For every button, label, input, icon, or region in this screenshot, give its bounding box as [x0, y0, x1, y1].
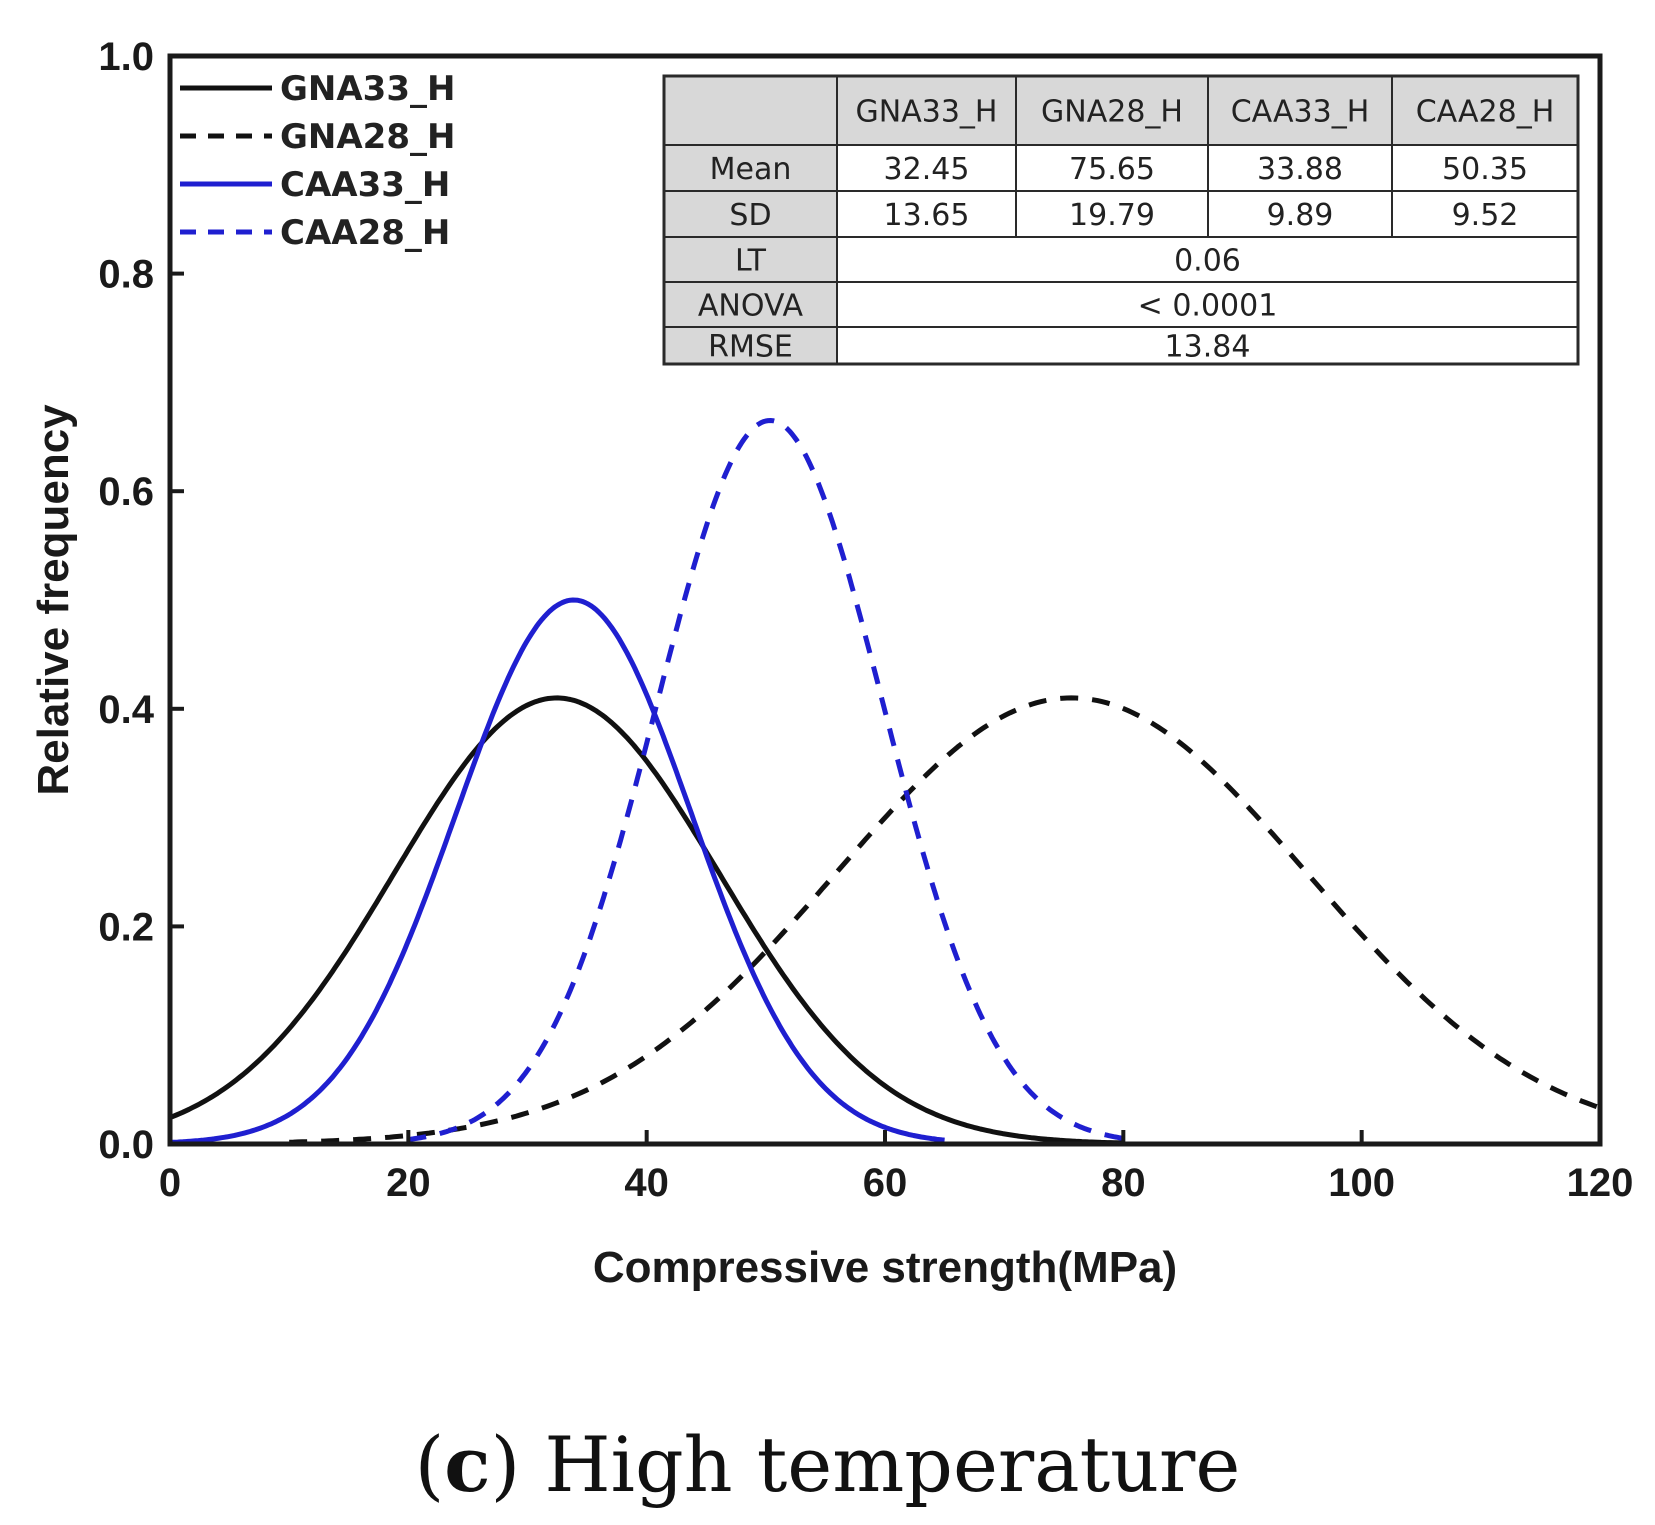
data-point-GNA33_H-7 — [644, 760, 650, 766]
table-col-header-CAA28_H: CAA28_H — [1416, 95, 1555, 130]
table-header-bg — [664, 76, 1578, 145]
data-point-CAA28_H-1 — [465, 1119, 471, 1125]
data-point-CAA28_H-10 — [1001, 1054, 1007, 1060]
data-point-GNA28_H-5 — [882, 812, 888, 818]
x-tick-label-0: 0 — [159, 1161, 181, 1205]
data-point-GNA28_H-7 — [1069, 695, 1075, 701]
table-cell-SD-GNA28_H: 19.79 — [1069, 198, 1155, 233]
table-cell-SD-CAA28_H: 9.52 — [1452, 198, 1519, 233]
table-cell-Mean-CAA28_H: 50.35 — [1442, 152, 1528, 187]
table-row-label-ANOVA: ANOVA — [698, 289, 804, 324]
data-point-GNA33_H-1 — [286, 1026, 292, 1032]
x-tick-label-120: 120 — [1567, 1161, 1634, 1205]
data-point-CAA33_H-6 — [525, 619, 531, 625]
legend-label-CAA28_H: CAA28_H — [280, 213, 450, 253]
stats-table: GNA33_H GNA28_H CAA33_H CAA28_H Mean 32.45 75.… — [662, 74, 1580, 366]
data-point-CAA28_H-8 — [882, 749, 888, 755]
table-row-label-RMSE: RMSE — [708, 330, 793, 365]
data-point-GNA28_H-11 — [1478, 1041, 1484, 1047]
table-merged-cell-LT: 0.06 — [1174, 244, 1241, 279]
data-point-GNA33_H-6 — [584, 704, 590, 710]
caption-open: ( — [414, 1420, 445, 1509]
data-point-CAA28_H-4 — [644, 749, 650, 755]
x-tick-label-40: 40 — [624, 1161, 669, 1205]
y-tick-label-1.0: 1.0 — [98, 35, 154, 79]
y-tick-label-0.0: 0.0 — [98, 1123, 154, 1167]
data-point-GNA28_H-4 — [763, 948, 769, 954]
table-merged-cell-RMSE: 13.84 — [1165, 330, 1251, 365]
series-line-CAA33_H — [169, 597, 945, 1145]
y-tick-label-0.2: 0.2 — [98, 905, 154, 949]
series-line-CAA28_H — [407, 418, 1124, 1142]
legend-label-CAA33_H: CAA33_H — [280, 165, 450, 205]
data-point-GNA33_H-5 — [554, 695, 560, 701]
table-cell-SD-GNA33_H: 13.65 — [884, 198, 970, 233]
data-point-CAA33_H-5 — [465, 684, 471, 690]
table-cell-Mean-CAA33_H: 33.88 — [1257, 152, 1343, 187]
y-tick-label-0.8: 0.8 — [98, 253, 154, 297]
data-point-CAA28_H-9 — [942, 923, 948, 929]
data-point-GNA33_H-12 — [942, 1115, 948, 1121]
data-point-CAA33_H-8 — [644, 673, 650, 679]
data-point-CAA28_H-7 — [822, 499, 828, 505]
data-point-GNA33_H-13 — [1001, 1131, 1007, 1137]
data-point-GNA33_H-4 — [525, 703, 531, 709]
x-tick-label-20: 20 — [386, 1161, 431, 1205]
data-point-CAA33_H-1 — [227, 1133, 233, 1139]
table-col-header-GNA33_H: GNA33_H — [856, 95, 998, 130]
data-point-CAA33_H-13 — [942, 1136, 948, 1142]
data-point-CAA28_H-11 — [1061, 1119, 1067, 1125]
data-point-CAA33_H-4 — [405, 847, 411, 853]
data-point-GNA28_H-2 — [525, 1109, 531, 1115]
table-cell-Mean-GNA28_H: 75.65 — [1069, 152, 1155, 187]
series-line-GNA28_H — [289, 695, 1601, 1145]
table-merged-cell-ANOVA: < 0.0001 — [1138, 289, 1278, 324]
table-cell-Mean-GNA33_H: 32.45 — [884, 152, 970, 187]
legend-label-GNA33_H: GNA33_H — [280, 69, 455, 109]
data-point-CAA28_H-3 — [584, 945, 590, 951]
data-point-CAA28_H-5 — [703, 510, 709, 516]
caption-letter: c — [444, 1420, 491, 1509]
data-point-CAA33_H-11 — [822, 1065, 828, 1071]
y-tick-label-0.4: 0.4 — [98, 688, 154, 732]
data-point-GNA28_H-9 — [1240, 798, 1246, 804]
table-col-header-CAA33_H: CAA33_H — [1231, 95, 1370, 130]
x-axis-label: Compressive strength(MPa) — [593, 1243, 1177, 1292]
x-tick-label-60: 60 — [863, 1161, 908, 1205]
data-point-GNA28_H-8 — [1120, 704, 1126, 710]
caption-text: ) High temperature — [490, 1420, 1241, 1509]
series-line-GNA33_H — [169, 695, 1124, 1146]
data-point-GNA28_H-6 — [1001, 713, 1007, 719]
data-point-GNA28_H-10 — [1359, 931, 1365, 937]
chart: 0 20 40 60 80 100 120 0.0 0.2 0.4 0.6 0.8 1.0 Compre… — [29, 35, 1633, 1292]
table-row-label-LT: LT — [735, 244, 767, 279]
data-point-CAA33_H-2 — [286, 1092, 292, 1098]
data-point-CAA28_H-2 — [525, 1076, 531, 1082]
legend: GNA33_H GNA28_H CAA33_H CAA28_H — [180, 69, 455, 253]
table-row-label-Mean: Mean — [710, 152, 792, 187]
data-point-GNA33_H-10 — [822, 1028, 828, 1034]
table-row-label-SD: SD — [729, 198, 771, 233]
data-point-CAA33_H-12 — [882, 1115, 888, 1121]
data-point-GNA33_H-3 — [465, 760, 471, 766]
table-cell-SD-CAA33_H: 9.89 — [1267, 198, 1334, 233]
y-axis-label: Relative frequency — [29, 404, 78, 796]
x-tick-label-80: 80 — [1101, 1161, 1146, 1205]
x-tick-label-100: 100 — [1328, 1161, 1395, 1205]
data-point-CAA33_H-9 — [703, 815, 709, 821]
figure-caption: (c) High temperature — [0, 1420, 1655, 1509]
data-point-CAA33_H-3 — [346, 999, 352, 1005]
data-point-CAA28_H-6 — [767, 418, 773, 424]
curves-layer — [169, 418, 1601, 1146]
tick-layer: 0 20 40 60 80 100 120 0.0 0.2 0.4 0.6 0.8 1.0 — [98, 35, 1633, 1205]
data-point-GNA33_H-11 — [882, 1082, 888, 1088]
table-border — [662, 74, 1580, 366]
table-col-header-GNA28_H: GNA28_H — [1041, 95, 1183, 130]
data-point-GNA28_H-3 — [644, 1053, 650, 1059]
y-tick-label-0.6: 0.6 — [98, 470, 154, 514]
data-point-CAA33_H-10 — [763, 967, 769, 973]
data-point-CAA33_H-7 — [571, 597, 577, 603]
legend-label-GNA28_H: GNA28_H — [280, 117, 455, 157]
